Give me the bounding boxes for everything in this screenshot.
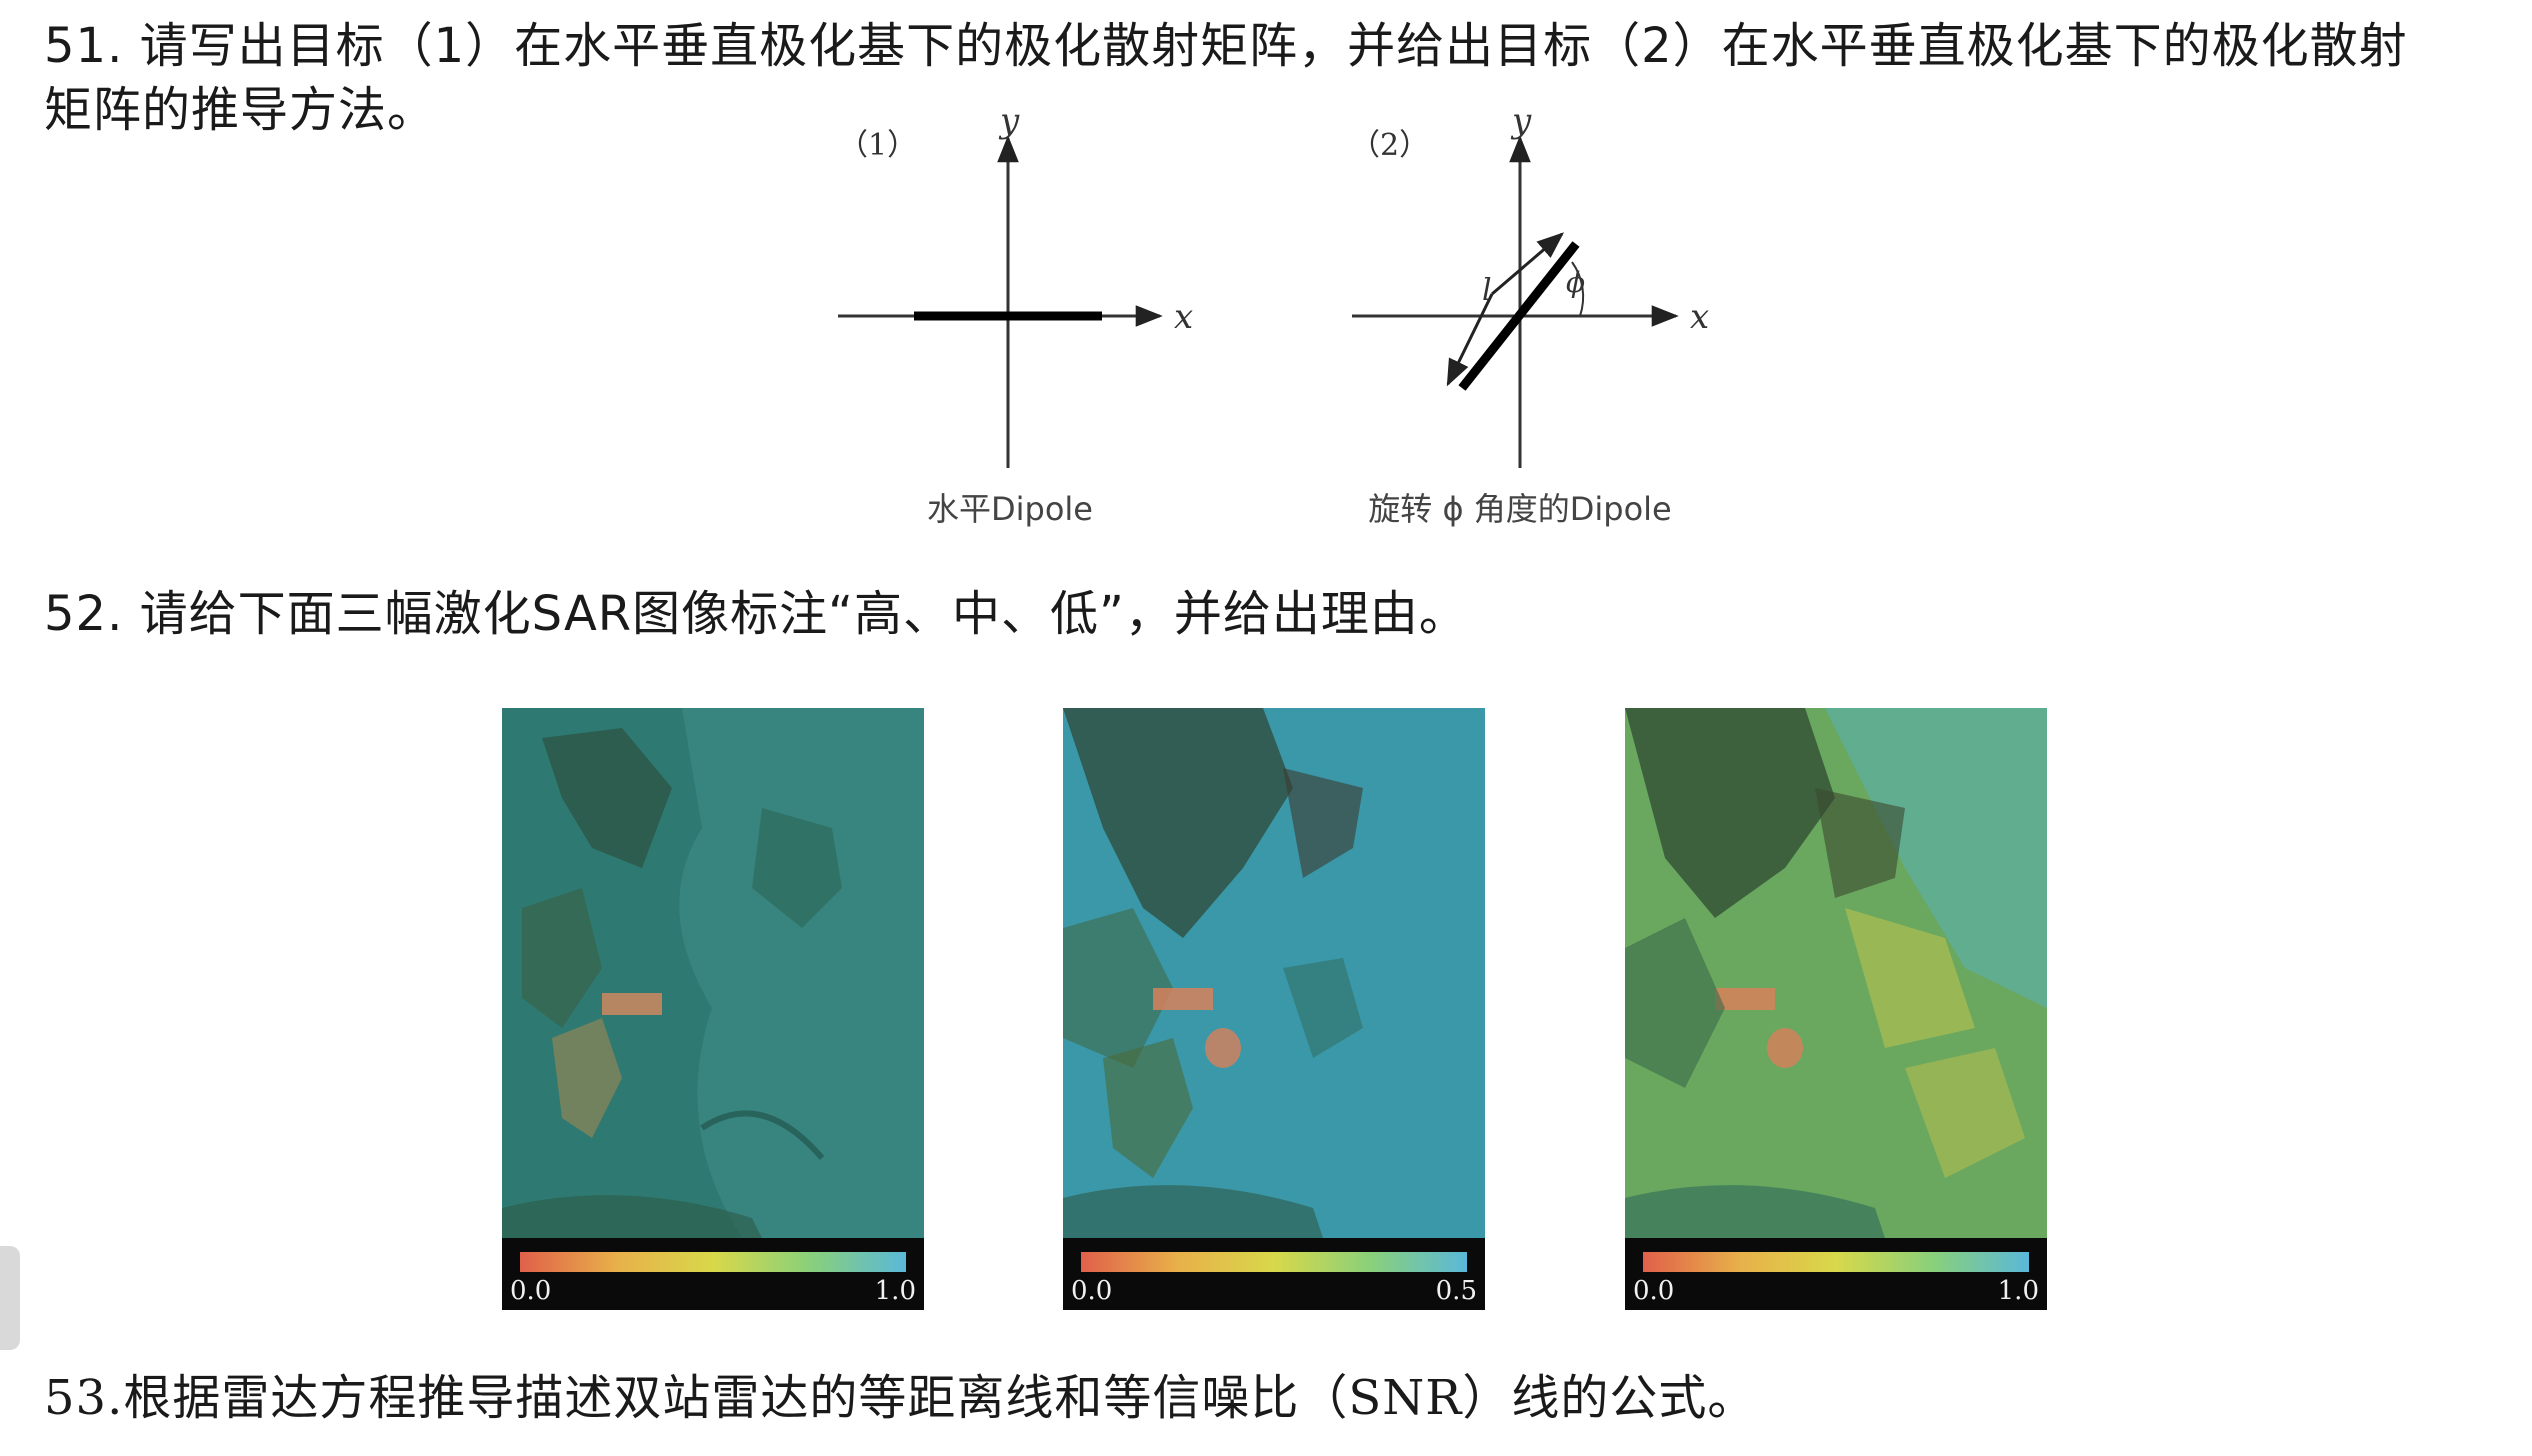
question-53-text: 53.根据雷达方程推导描述双站雷达的等距离线和等信噪比（SNR）线的公式。 [44,1370,1757,1426]
figure-1-caption: 水平Dipole [927,490,1093,528]
sar-image-1-colorbar: 0.0 1.0 [502,1238,924,1310]
figure-1-label: （1） [838,128,917,163]
figure-2-label: （2） [1350,128,1429,163]
colorbar-gradient [1081,1252,1467,1272]
colorbar-gradient [520,1252,906,1272]
figure-1-y-label: y [998,101,1020,141]
sar-image-3-colorbar: 0.0 1.0 [1625,1238,2047,1310]
sar-image-1-map [502,708,924,1238]
colorbar-gradient [1643,1252,2029,1272]
scroll-handle[interactable] [0,1246,20,1350]
figure-1-x-label: x [1174,297,1193,337]
question-51-text-cont: 矩阵的推导方法。 [44,82,437,138]
angle-arc [1571,261,1585,317]
colorbar-max-label: 1.0 [874,1276,916,1306]
figure-2-x-label: x [1690,297,1709,337]
length-label: l [1482,273,1492,308]
rotated-dipole-bar [1458,241,1580,391]
figure-1-horizontal-dipole: （1） y x 水平Dipole [838,101,1193,528]
question-51-text: 51. 请写出目标（1）在水平垂直极化基下的极化散射矩阵，并给出目标（2）在水平… [44,18,2408,74]
colorbar-min-label: 0.0 [1071,1276,1113,1306]
figure-2-caption: 旋转 ϕ 角度的Dipole [1368,490,1671,528]
sar-image-1: 0.0 1.0 [502,708,924,1310]
sar-image-2-colorbar: 0.0 0.5 [1063,1238,1485,1310]
colorbar-max-label: 1.0 [1997,1276,2039,1306]
question-52-text: 52. 请给下面三幅激化SAR图像标注“高、中、低”，并给出理由。 [44,586,1468,642]
colorbar-max-label: 0.5 [1435,1276,1477,1306]
dipole-figures: （1） y x 水平Dipole （2） y x l ϕ 旋转 ϕ 角度的Dip… [838,101,1709,528]
figure-2-y-label: y [1510,101,1532,141]
length-arrow-up [1491,232,1565,296]
angle-label: ϕ [1566,266,1585,299]
length-arrow-down [1446,293,1494,387]
sar-image-3-map [1625,708,2047,1238]
sar-image-2-map [1063,708,1485,1238]
colorbar-min-label: 0.0 [1633,1276,1675,1306]
figure-2-rotated-dipole: （2） y x l ϕ 旋转 ϕ 角度的Dipole [1350,101,1709,528]
colorbar-min-label: 0.0 [510,1276,552,1306]
sar-image-2: 0.0 0.5 [1063,708,1485,1310]
sar-image-3: 0.0 1.0 [1625,708,2047,1310]
